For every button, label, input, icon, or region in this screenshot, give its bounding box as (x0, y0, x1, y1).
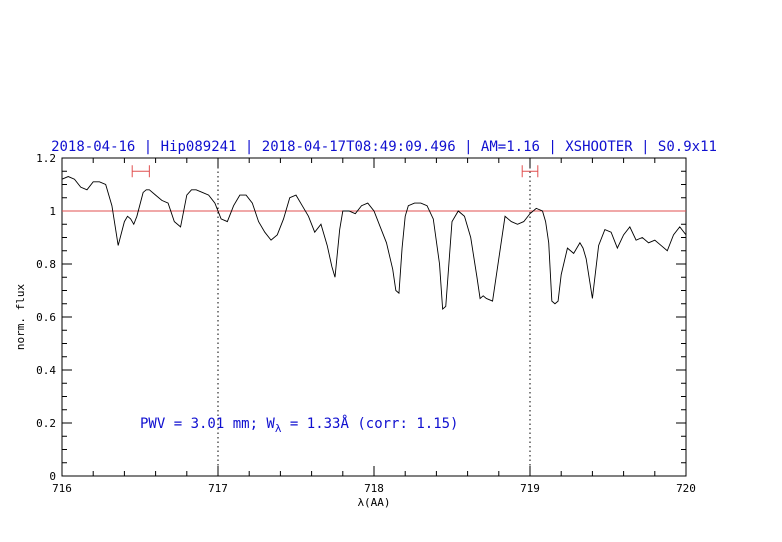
x-tick-label: 716 (52, 482, 72, 495)
annotation-subscript: λ (275, 422, 282, 435)
x-axis-label: λ(AA) (357, 496, 390, 509)
y-axis-label: norm. flux (14, 284, 27, 351)
annotation-prefix: PWV = 3.01 mm; W (140, 416, 275, 432)
y-tick-label: 0.8 (36, 258, 56, 271)
chart-title: 2018-04-16 | Hip089241 | 2018-04-17T08:4… (51, 139, 717, 155)
y-tick-label: 1.2 (36, 152, 56, 165)
x-tick-label: 720 (676, 482, 696, 495)
y-tick-label: 0.4 (36, 364, 56, 377)
y-tick-label: 1 (49, 205, 56, 218)
y-tick-label: 0 (49, 470, 56, 483)
x-tick-label: 719 (520, 482, 540, 495)
vertical-markers (217, 158, 531, 476)
y-tick-label: 0.2 (36, 417, 56, 430)
y-tick-label: 0.6 (36, 311, 56, 324)
annotation-suffix: = 1.33Å (corr: 1.15) (281, 415, 458, 432)
axis-tick-labels: 716 717 718 719 720 0 0.2 0.4 0.6 0.8 1 1.2 (36, 152, 696, 495)
interval-markers (131, 165, 539, 178)
interval-marker (521, 165, 539, 178)
x-tick-label: 718 (364, 482, 384, 495)
pwv-annotation: PWV = 3.01 mm; Wλ = 1.33Å (corr: 1.15) (140, 415, 459, 435)
interval-marker (131, 165, 150, 178)
spectrum-series-line (61, 176, 687, 310)
x-tick-label: 717 (208, 482, 228, 495)
